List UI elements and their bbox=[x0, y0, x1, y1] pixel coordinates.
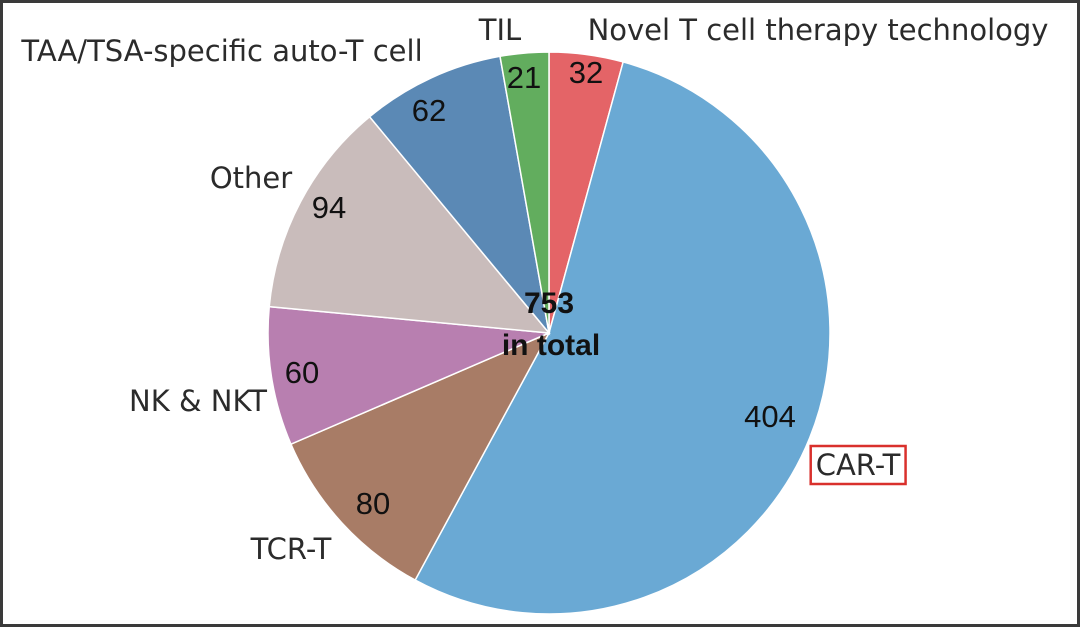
pie-slice bbox=[268, 115, 551, 334]
slice-value-label: 94 bbox=[312, 190, 346, 225]
pie-slice bbox=[414, 61, 831, 615]
slice-category-label: Other bbox=[210, 161, 292, 195]
slice-category-label: Novel T cell therapy technology bbox=[588, 13, 1049, 47]
slice-category-label: NK & NKT bbox=[129, 384, 267, 418]
total-label: in total bbox=[502, 329, 600, 362]
slice-category-label: TIL bbox=[478, 13, 521, 47]
pie-slice bbox=[289, 331, 551, 582]
slice-category-label: TAA/TSA-specific auto-T cell bbox=[20, 34, 422, 68]
pie-slice bbox=[267, 305, 550, 446]
slice-value-label: 80 bbox=[356, 486, 390, 521]
slice-value-label: 62 bbox=[412, 93, 446, 128]
slice-value-label: 21 bbox=[507, 60, 541, 95]
slice-value-label: 32 bbox=[569, 55, 603, 90]
slice-category-label: CAR-T bbox=[816, 448, 901, 482]
slice-value-label: 404 bbox=[744, 399, 796, 434]
value-labels: 32 404 80 60 94 62 21 bbox=[285, 55, 796, 521]
highlight-box bbox=[809, 444, 907, 486]
slice-category-label: TCR-T bbox=[250, 532, 332, 566]
pie-slices bbox=[267, 51, 831, 615]
category-labels: Novel T cell therapy technology CAR-T TCR-… bbox=[20, 13, 1048, 566]
pie-slice bbox=[368, 55, 551, 336]
slice-value-label: 60 bbox=[285, 355, 319, 390]
pie-slice bbox=[499, 51, 550, 334]
total-value: 753 bbox=[524, 287, 574, 320]
